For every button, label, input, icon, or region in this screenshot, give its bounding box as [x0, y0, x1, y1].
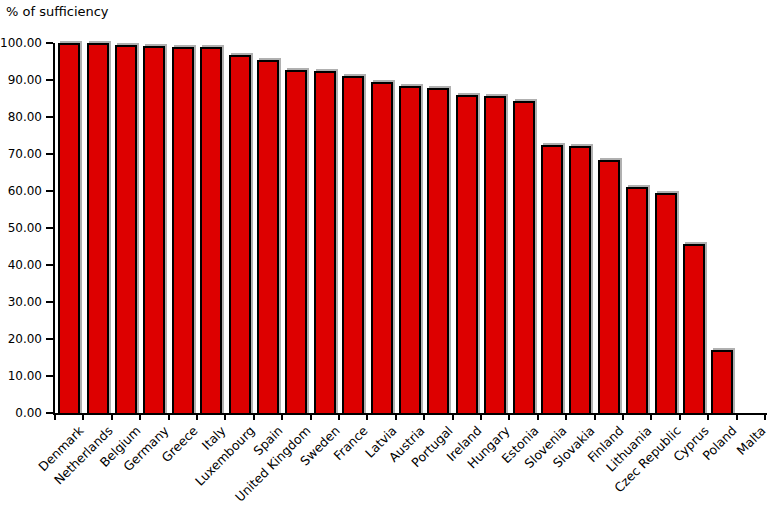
y-tick-label: 70.00 — [0, 147, 42, 161]
y-tick — [46, 301, 53, 303]
sufficiency-bar-chart: % of sufficiency 0.00 10.00 20.00 30.00 40.0… — [0, 0, 768, 516]
x-tick — [594, 413, 596, 420]
y-axis-line — [53, 43, 55, 415]
y-tick-label: 60.00 — [0, 184, 42, 198]
y-tick-label: 20.00 — [0, 332, 42, 346]
x-tick — [111, 413, 113, 420]
bar-cyprus — [683, 244, 705, 415]
x-tick — [310, 413, 312, 420]
x-tick — [736, 413, 738, 420]
bar-slovakia — [569, 146, 591, 415]
x-tick — [707, 413, 709, 420]
x-tick — [508, 413, 510, 420]
bar-lithuania — [626, 187, 648, 415]
x-tick — [452, 413, 454, 420]
y-tick — [46, 264, 53, 266]
bar-netherlands — [87, 43, 109, 415]
bar-portugal — [427, 88, 449, 415]
x-tick — [764, 413, 766, 420]
bar-greece — [172, 47, 194, 415]
x-tick — [537, 413, 539, 420]
y-tick-label: 80.00 — [0, 110, 42, 124]
bar-slovenia — [541, 145, 563, 415]
bar-luxembourg — [229, 55, 251, 415]
y-tick-label: 100.00 — [0, 36, 42, 50]
x-tick — [338, 413, 340, 420]
x-category-label: Malta — [733, 423, 768, 458]
x-tick — [395, 413, 397, 420]
bar-sweden — [314, 71, 336, 415]
bar-estonia — [513, 101, 535, 415]
x-tick — [366, 413, 368, 420]
y-tick-label: 0.00 — [0, 406, 42, 420]
x-tick — [196, 413, 198, 420]
chart-title: % of sufficiency — [6, 4, 109, 19]
bar-france — [342, 76, 364, 415]
bar-latvia — [371, 82, 393, 415]
bar-czec-republic — [655, 193, 677, 415]
x-tick — [480, 413, 482, 420]
y-tick-label: 30.00 — [0, 295, 42, 309]
x-tick — [565, 413, 567, 420]
bar-germany — [143, 46, 165, 415]
bar-united-kingdom — [285, 70, 307, 415]
x-tick — [54, 413, 56, 420]
x-tick — [82, 413, 84, 420]
x-tick — [281, 413, 283, 420]
bar-italy — [200, 47, 222, 415]
bar-finland — [598, 160, 620, 415]
y-tick — [46, 412, 53, 414]
x-tick — [224, 413, 226, 420]
x-tick — [622, 413, 624, 420]
x-tick — [253, 413, 255, 420]
bar-hungary — [484, 96, 506, 415]
x-tick — [679, 413, 681, 420]
y-tick-label: 40.00 — [0, 258, 42, 272]
bar-austria — [399, 86, 421, 415]
y-tick — [46, 190, 53, 192]
x-tick — [168, 413, 170, 420]
y-tick-label: 90.00 — [0, 73, 42, 87]
bar-belgium — [115, 45, 137, 415]
bar-spain — [257, 60, 279, 415]
x-tick — [139, 413, 141, 420]
bar-denmark — [58, 43, 80, 415]
bar-poland — [711, 350, 733, 415]
y-tick — [46, 79, 53, 81]
x-tick — [650, 413, 652, 420]
y-tick — [46, 42, 53, 44]
x-tick — [423, 413, 425, 420]
bar-ireland — [456, 95, 478, 415]
y-tick-label: 50.00 — [0, 221, 42, 235]
y-tick — [46, 227, 53, 229]
y-tick — [46, 338, 53, 340]
y-tick — [46, 116, 53, 118]
y-tick — [46, 153, 53, 155]
y-tick-label: 10.00 — [0, 369, 42, 383]
y-tick — [46, 375, 53, 377]
